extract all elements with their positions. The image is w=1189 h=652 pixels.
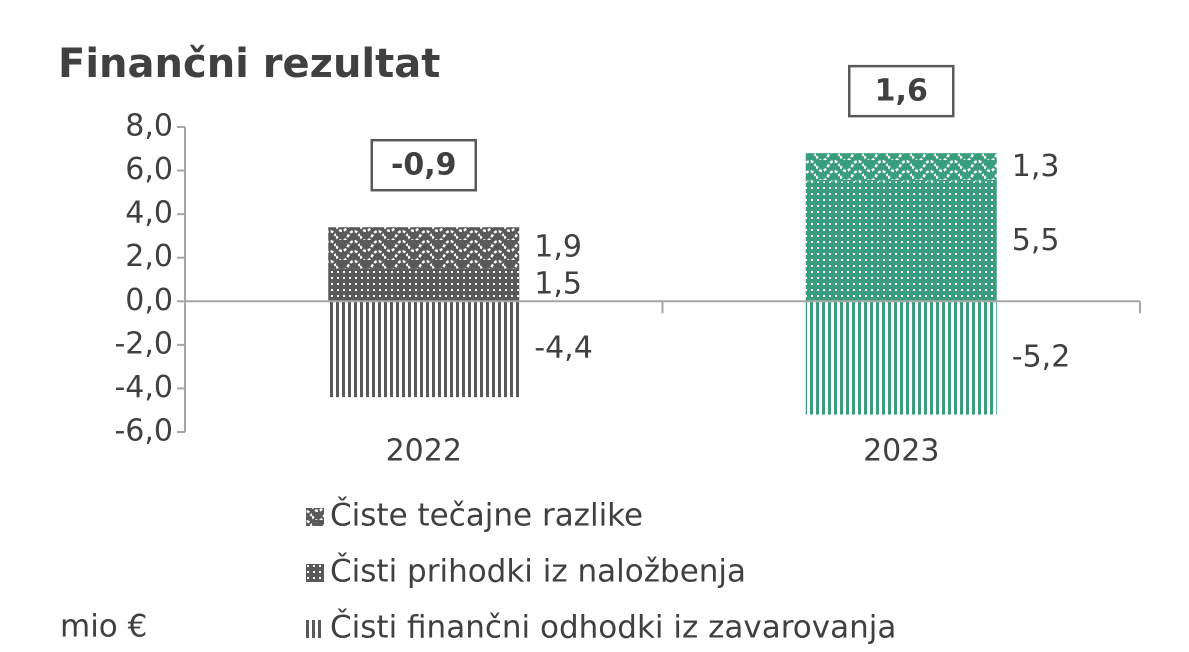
bar-segment [805, 153, 997, 182]
y-tick-label: 0,0 [125, 283, 173, 318]
value-label: 5,5 [1012, 223, 1060, 258]
bar-segment [328, 227, 520, 269]
y-tick-label: -6,0 [114, 414, 173, 449]
value-label: -5,2 [1012, 339, 1071, 374]
y-tick-label: 2,0 [125, 239, 173, 274]
value-label: 1,5 [534, 266, 582, 301]
legend-swatch [306, 508, 324, 526]
bar-segment [328, 268, 520, 302]
legend-swatch [306, 620, 324, 638]
legend-label: Čiste tečajne razlike [330, 497, 643, 534]
y-tick-label: 6,0 [125, 152, 173, 187]
x-tick-label: 2022 [386, 434, 462, 469]
x-tick-label: 2023 [863, 434, 939, 469]
y-tick-label: 8,0 [125, 109, 173, 144]
total-label: 1,6 [875, 74, 928, 109]
bar-segment [805, 301, 997, 415]
legend-label: Čisti finančni odhodki iz zavarovanja [330, 609, 896, 646]
chart-title: Finančni rezultat [58, 41, 440, 87]
legend-label: Čisti prihodki iz naložbenja [330, 553, 746, 590]
bar-segment [805, 181, 997, 302]
y-tick-label: -4,0 [114, 370, 173, 405]
total-box [370, 138, 477, 192]
y-tick-label: 4,0 [125, 196, 173, 231]
legend-swatch [306, 564, 324, 582]
y-tick-label: -2,0 [114, 326, 173, 361]
value-label: 1,3 [1012, 149, 1060, 184]
bar-segment [328, 301, 520, 398]
total-label: -0,9 [391, 148, 457, 183]
total-box [848, 64, 955, 118]
value-label: -4,4 [534, 331, 593, 366]
unit-label: mio € [60, 609, 147, 645]
value-label: 1,9 [534, 229, 582, 264]
